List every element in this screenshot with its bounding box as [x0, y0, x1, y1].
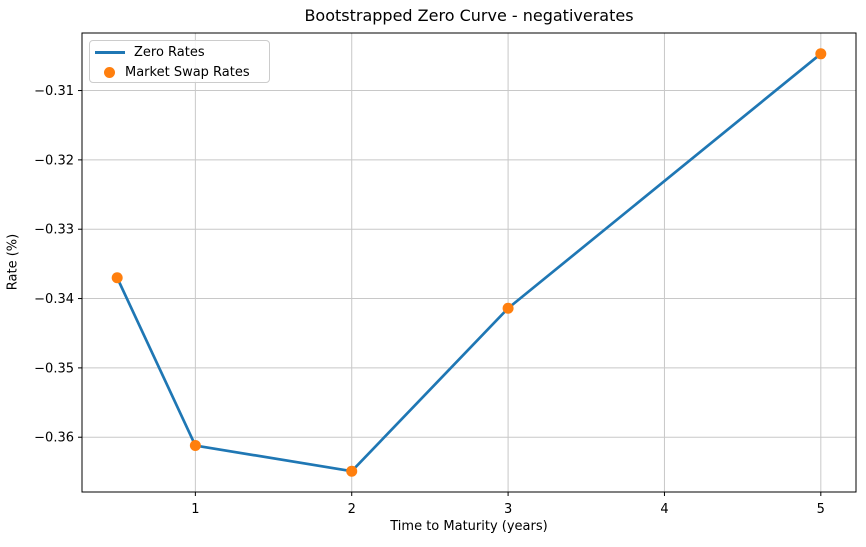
- y-tick-label: −0.36: [34, 431, 74, 446]
- y-tick-label: −0.33: [34, 223, 74, 238]
- y-tick-label: −0.35: [34, 361, 74, 376]
- x-tick-label: 2: [348, 502, 356, 517]
- x-tick-label: 5: [817, 502, 825, 517]
- y-tick-label: −0.31: [34, 84, 74, 99]
- y-axis-label: Rate (%): [5, 233, 21, 291]
- x-tick-label: 1: [191, 502, 199, 517]
- y-tick-label: −0.34: [34, 292, 74, 307]
- y-tick-label: −0.32: [34, 153, 74, 168]
- swap-rate-marker: [346, 465, 358, 477]
- x-axis-label: Time to Maturity (years): [390, 519, 548, 534]
- swap-rate-marker: [189, 440, 201, 452]
- legend-label-zero-rates: Zero Rates: [134, 44, 205, 60]
- tick-labels: 1 2 3 4 5 −0.31 −0.32 −0.33 −0.34 −0.35 −0.36: [34, 84, 825, 517]
- tick-marks: [78, 90, 822, 496]
- market-swap-rate-markers: [111, 48, 827, 477]
- chart-title: Bootstrapped Zero Curve - negativerates: [304, 6, 634, 25]
- x-tick-label: 4: [660, 502, 668, 517]
- swap-rate-marker: [815, 48, 827, 60]
- zero-rates-line: [115, 52, 822, 473]
- legend-label-market-swap-rates: Market Swap Rates: [125, 64, 250, 80]
- x-tick-label: 3: [504, 502, 512, 517]
- legend-entry-market-swap-rates: Market Swap Rates: [95, 62, 261, 82]
- line-swatch: [95, 50, 125, 54]
- gridlines: [82, 33, 856, 492]
- axes-spines: [81, 32, 857, 493]
- legend-entry-zero-rates: Zero Rates: [95, 42, 261, 62]
- marker-swatch: [104, 66, 115, 78]
- legend: Zero Rates Market Swap Rates: [89, 40, 270, 83]
- swap-rate-marker: [502, 302, 514, 314]
- swap-rate-marker: [111, 272, 123, 284]
